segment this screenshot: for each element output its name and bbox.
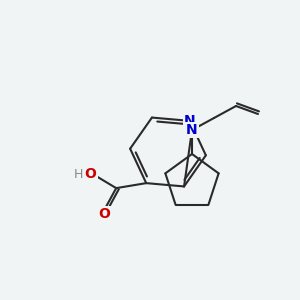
Text: O: O [84, 167, 96, 181]
Text: O: O [98, 207, 110, 221]
Text: N: N [186, 123, 198, 137]
Text: H: H [74, 168, 83, 181]
Text: N: N [184, 114, 196, 128]
